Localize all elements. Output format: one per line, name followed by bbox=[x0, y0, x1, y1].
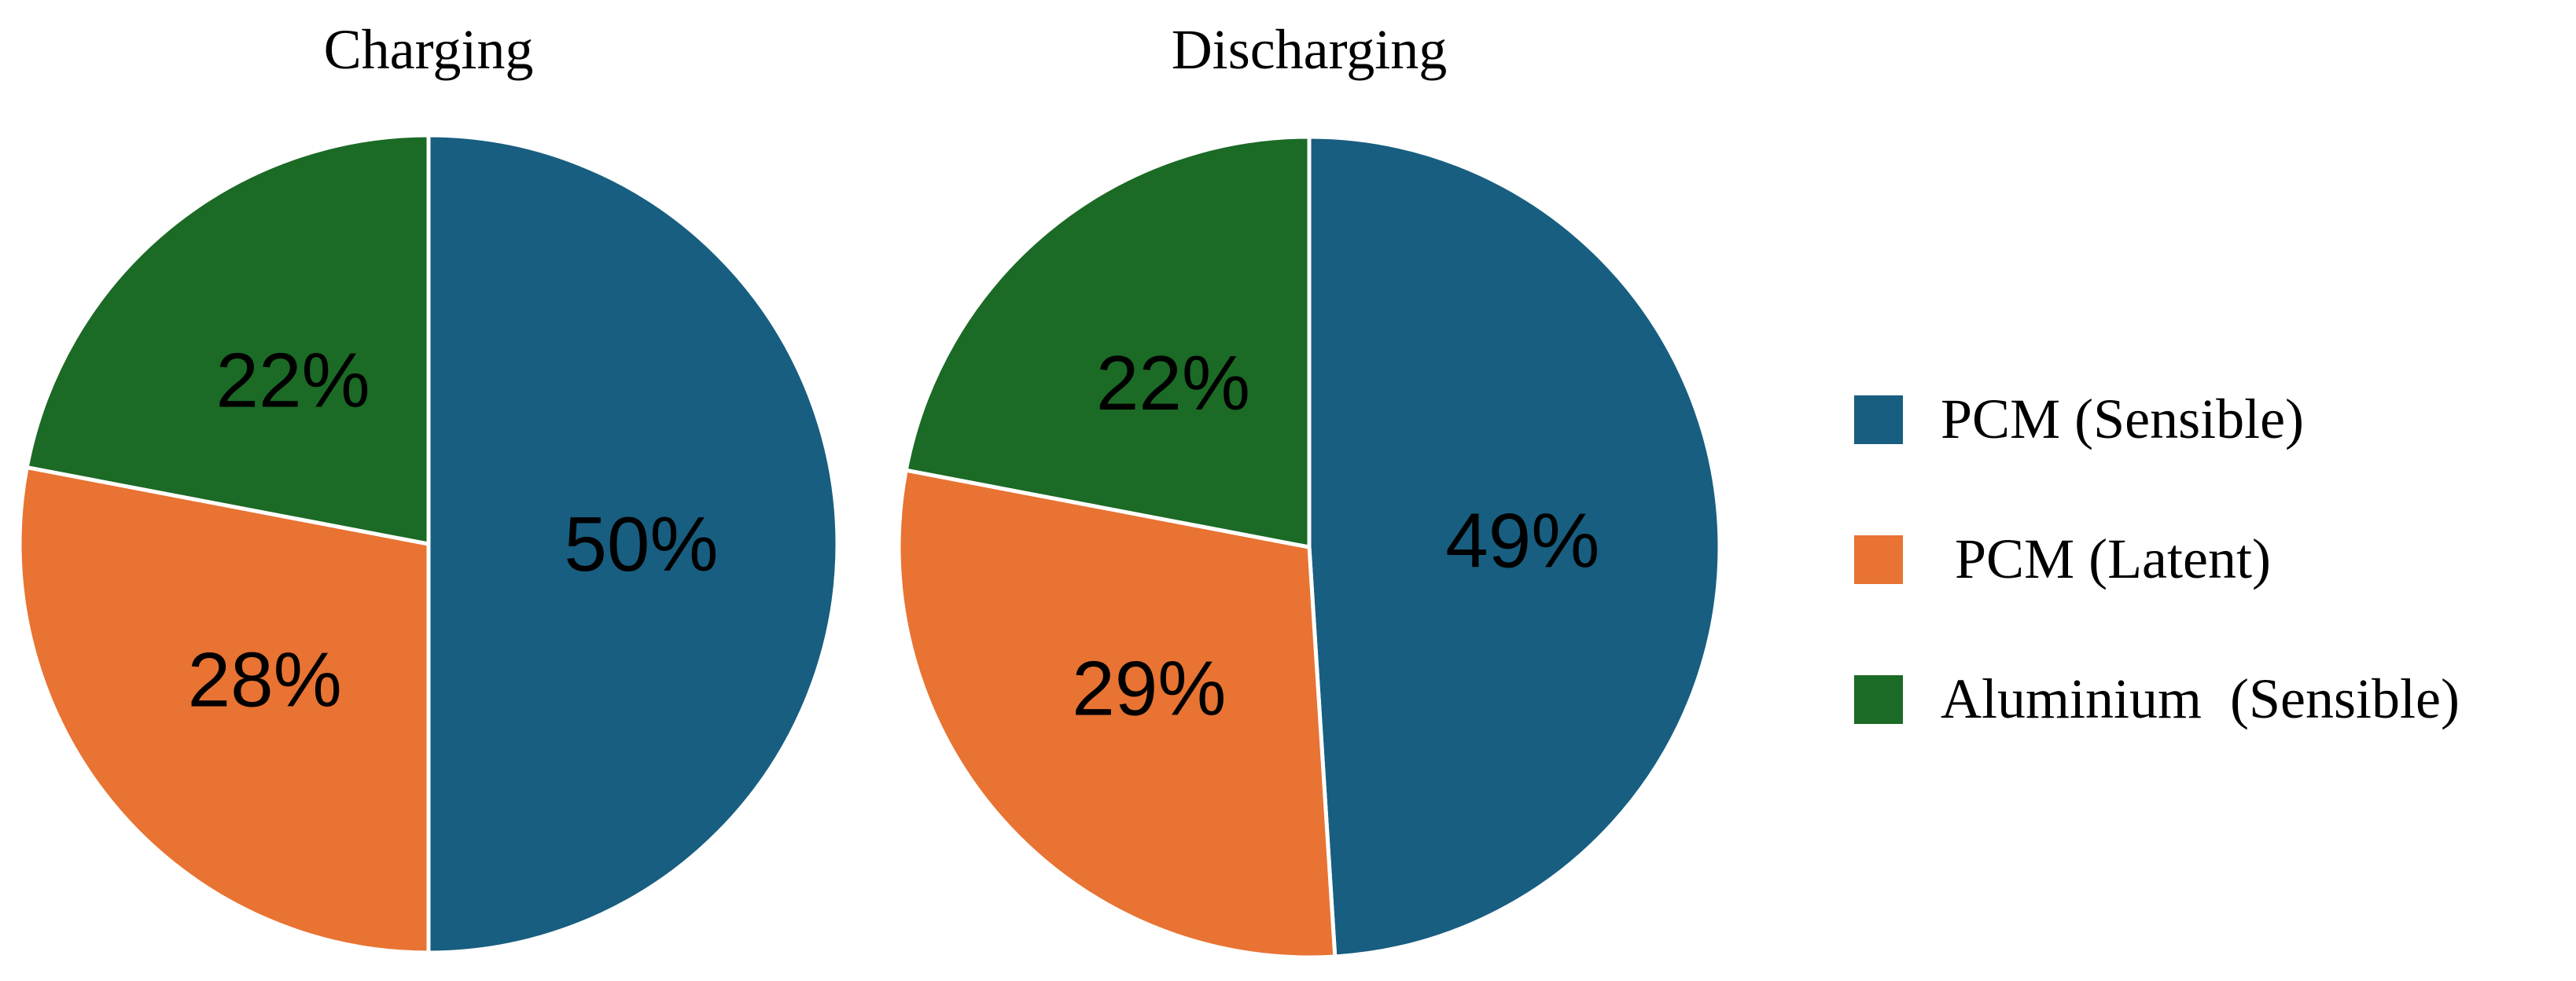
charging-slice-aluminium-sensible bbox=[24, 133, 431, 547]
legend-label-pcm-latent: PCM (Latent) bbox=[1941, 527, 2271, 590]
legend-swatch-pcm-sensible bbox=[1854, 395, 1903, 444]
discharging-label-pcm-sensible: 49% bbox=[1445, 497, 1599, 583]
discharging-pie-chart: Discharging 49% 29% 22% bbox=[896, 18, 1722, 960]
legend-item-pcm-latent: PCM (Latent) bbox=[1854, 527, 2271, 590]
discharging-slice-labels: 49% 29% 22% bbox=[1072, 340, 1599, 732]
charging-label-pcm-latent: 28% bbox=[188, 636, 342, 722]
discharging-slice-pcm-latent bbox=[896, 468, 1338, 960]
legend-item-pcm-sensible: PCM (Sensible) bbox=[1854, 388, 2304, 450]
legend-label-aluminium-sensible: Aluminium (Sensible) bbox=[1941, 667, 2460, 730]
discharging-slices bbox=[896, 134, 1722, 960]
charging-slice-pcm-latent bbox=[17, 465, 431, 955]
discharging-slice-pcm-sensible bbox=[1307, 134, 1722, 959]
discharging-label-pcm-latent: 29% bbox=[1072, 645, 1226, 732]
charging-slices bbox=[17, 133, 840, 955]
discharging-slice-aluminium-sensible bbox=[903, 134, 1312, 550]
charging-pie-chart: Charging 50% 28% 22% bbox=[17, 18, 840, 955]
legend-item-aluminium-sensible: Aluminium (Sensible) bbox=[1854, 667, 2460, 730]
chart-legend: PCM (Sensible) PCM (Latent) Aluminium (S… bbox=[1854, 388, 2460, 730]
charging-slice-labels: 50% 28% 22% bbox=[188, 337, 719, 723]
discharging-label-aluminium-sensible: 22% bbox=[1096, 340, 1250, 426]
legend-label-pcm-sensible: PCM (Sensible) bbox=[1941, 388, 2304, 450]
charging-label-aluminium-sensible: 22% bbox=[216, 337, 370, 424]
discharging-chart-title: Discharging bbox=[1172, 18, 1448, 81]
legend-swatch-aluminium-sensible bbox=[1854, 675, 1903, 724]
charging-slice-pcm-sensible bbox=[426, 133, 840, 955]
charging-label-pcm-sensible: 50% bbox=[564, 501, 718, 587]
charging-chart-title: Charging bbox=[324, 18, 534, 81]
legend-swatch-pcm-latent bbox=[1854, 535, 1903, 584]
